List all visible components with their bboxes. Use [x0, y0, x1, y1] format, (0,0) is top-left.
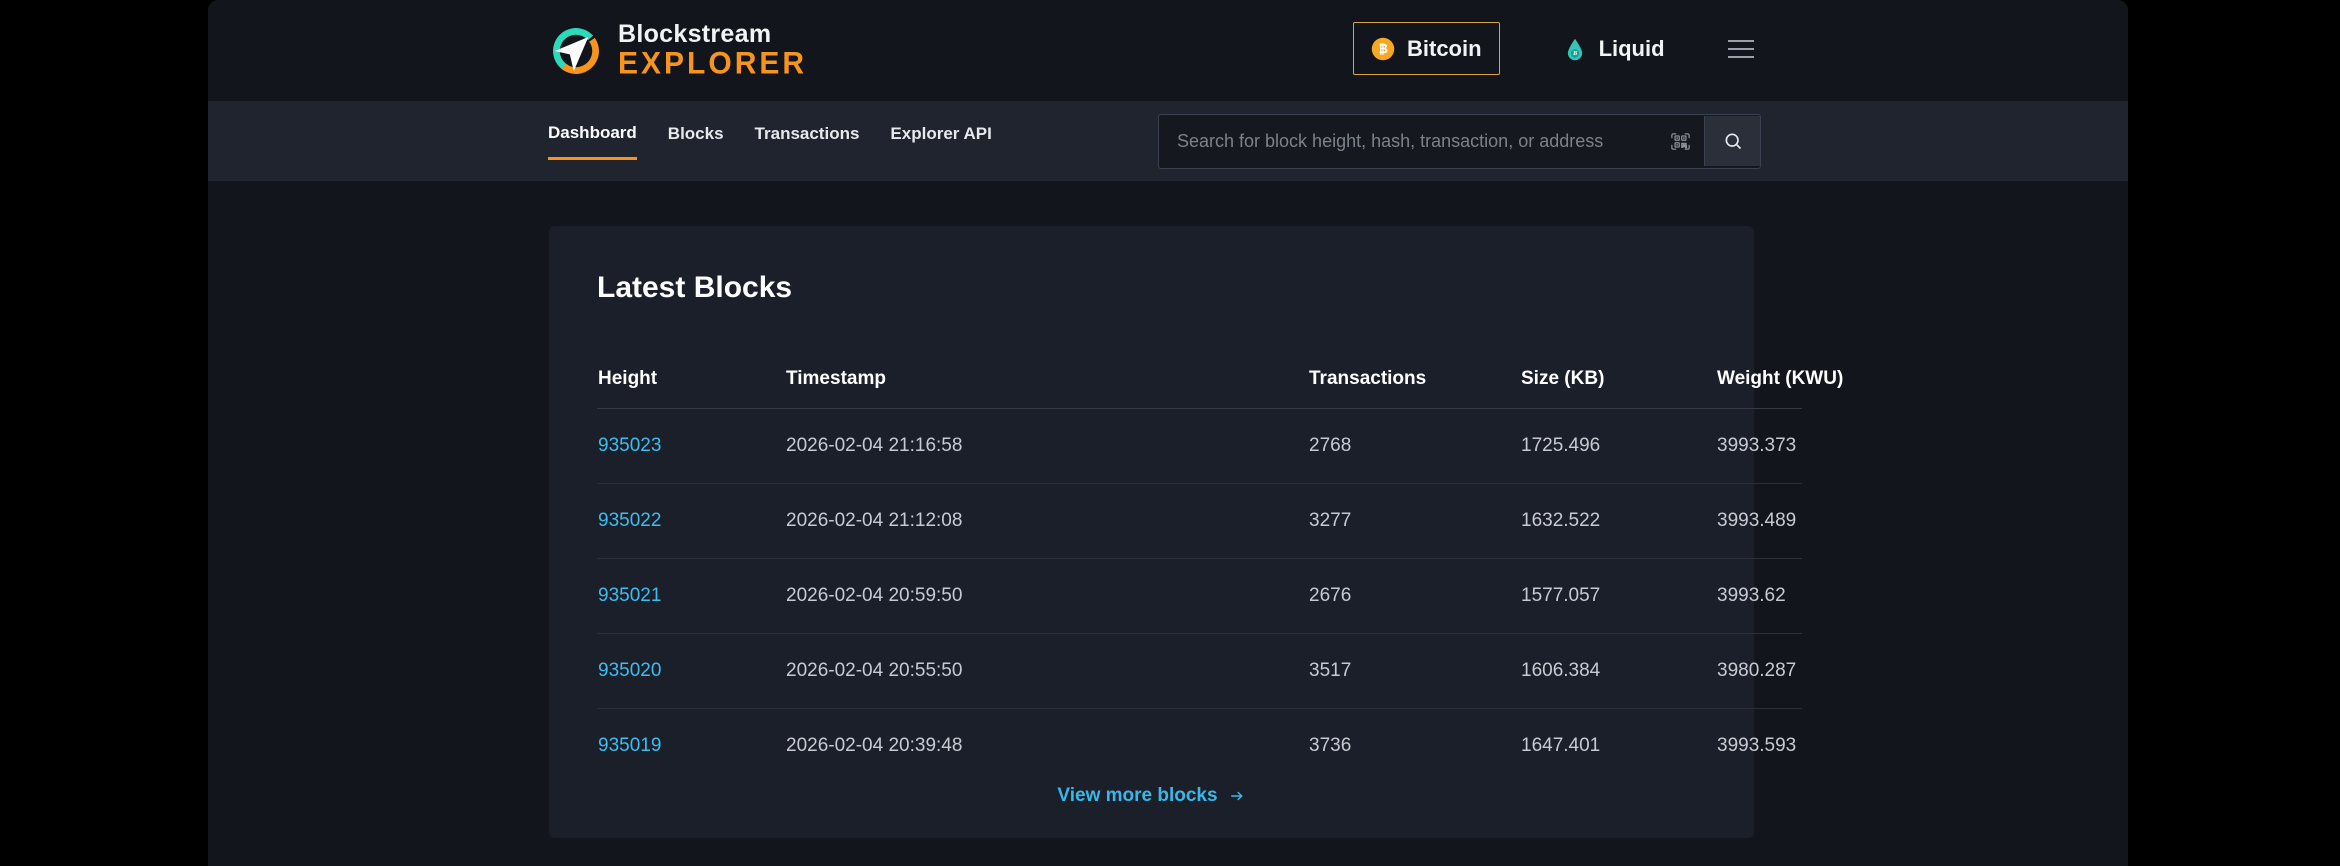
svg-text:B: B: [1572, 51, 1577, 57]
